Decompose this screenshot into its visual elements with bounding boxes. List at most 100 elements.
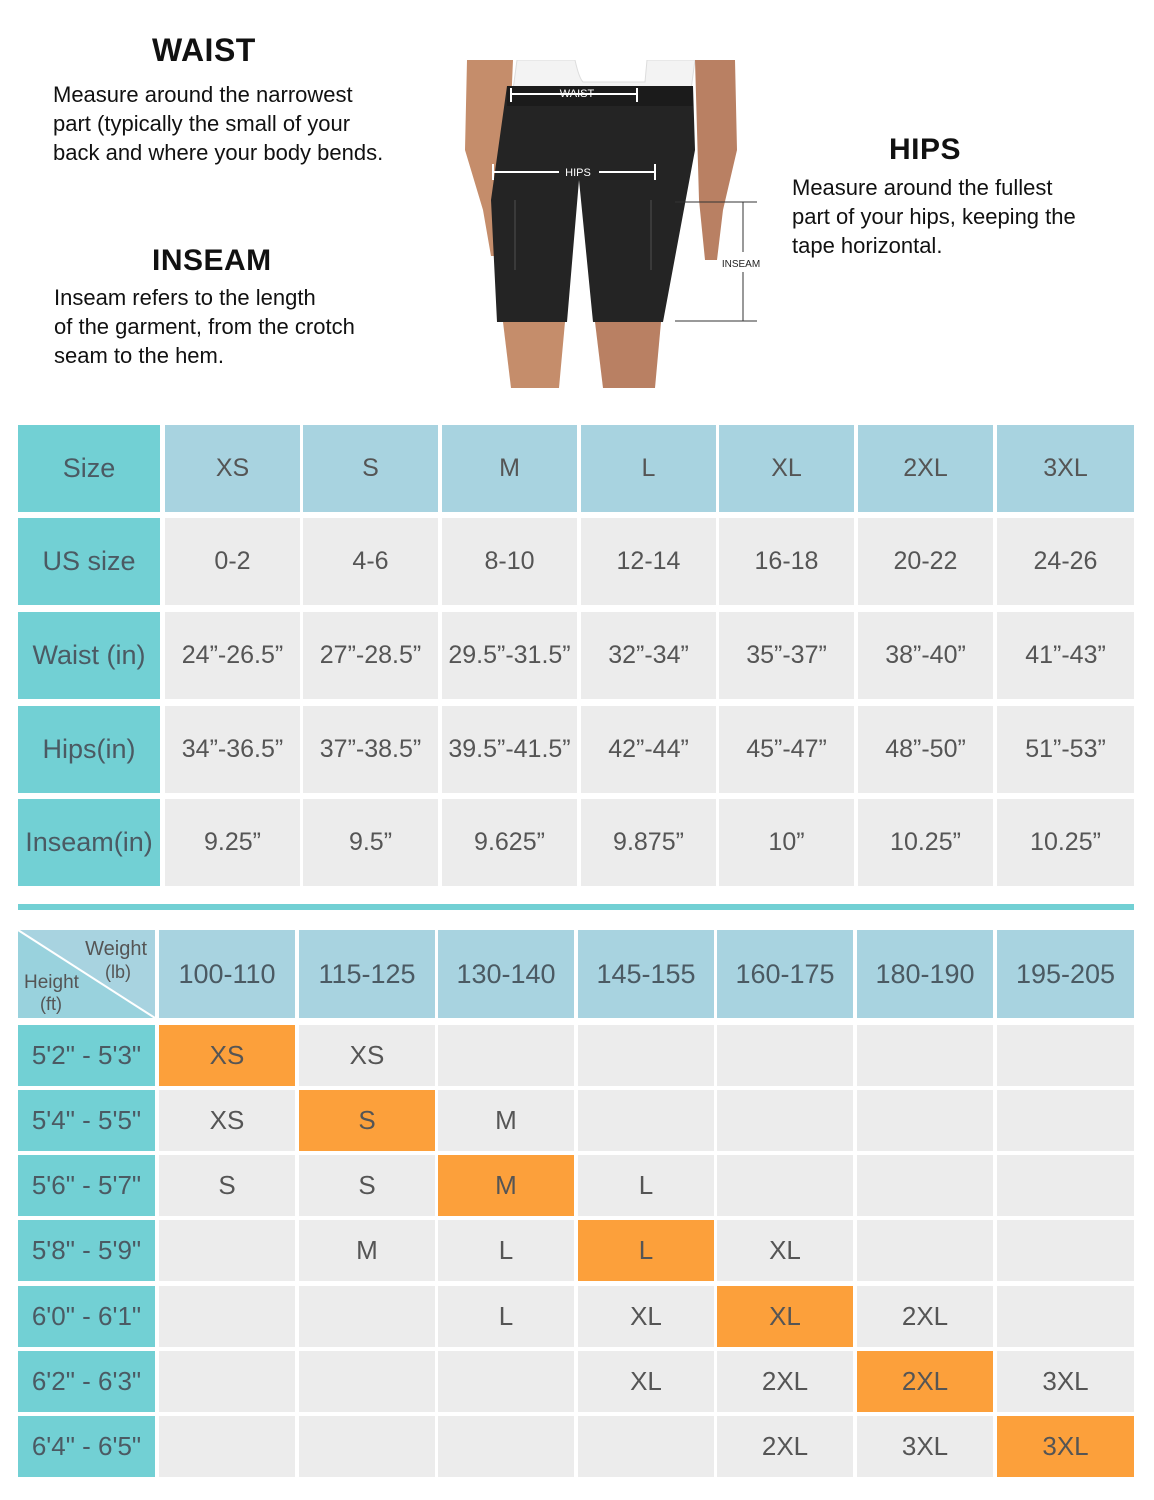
waist-description: Measure around the narrowest part (typic… <box>53 80 383 167</box>
corner-height-label: Height <box>24 972 79 993</box>
size-cell <box>857 1220 993 1281</box>
size-cell: 2XL <box>717 1416 853 1477</box>
recommended-size-cell: L <box>578 1220 714 1281</box>
table-cell: 9.5” <box>303 799 438 886</box>
inseam-description: Inseam refers to the length of the garme… <box>54 283 355 370</box>
hips-description-line: part of your hips, keeping the <box>792 204 1076 229</box>
table-cell: 10.25” <box>858 799 993 886</box>
hips-row: Hips(in) 34”-36.5” 37”-38.5” 39.5”-41.5”… <box>18 706 1134 793</box>
size-cell: 2XL <box>857 1286 993 1347</box>
table-cell: 9.25” <box>165 799 300 886</box>
hips-description-line: Measure around the fullest <box>792 175 1053 200</box>
size-cell <box>717 1155 853 1216</box>
height-label: 6'4" - 6'5" <box>18 1416 155 1477</box>
section-divider <box>18 904 1134 910</box>
size-cell <box>299 1416 435 1477</box>
size-cell: L <box>438 1286 574 1347</box>
table-cell: 10” <box>719 799 854 886</box>
table-cell: 8-10 <box>442 518 577 605</box>
table-cell: 45”-47” <box>719 706 854 793</box>
recommended-size-cell: 3XL <box>997 1416 1134 1477</box>
fit-table-row: 6'2" - 6'3" XL 2XL 2XL 3XL <box>18 1351 1134 1412</box>
height-label: 6'0" - 6'1" <box>18 1286 155 1347</box>
size-cell: S <box>299 1155 435 1216</box>
table-cell: 29.5”-31.5” <box>442 612 577 699</box>
table-cell: 37”-38.5” <box>303 706 438 793</box>
table-cell: 51”-53” <box>997 706 1134 793</box>
size-cell: XL <box>578 1286 714 1347</box>
weight-header-cell: 130-140 <box>438 930 574 1018</box>
size-cell: XS <box>299 1025 435 1086</box>
recommended-size-cell: XL <box>717 1286 853 1347</box>
fit-table-row: 6'4" - 6'5" 2XL 3XL 3XL <box>18 1416 1134 1477</box>
size-cell <box>578 1416 714 1477</box>
table-cell: 48”-50” <box>858 706 993 793</box>
size-header-cell: S <box>303 425 438 512</box>
corner-diagonal-icon <box>18 930 155 1018</box>
inseam-row: Inseam(in) 9.25” 9.5” 9.625” 9.875” 10” … <box>18 799 1134 886</box>
size-cell <box>299 1351 435 1412</box>
size-cell <box>997 1155 1134 1216</box>
recommended-size-cell: 2XL <box>857 1351 993 1412</box>
table-cell: 35”-37” <box>719 612 854 699</box>
size-header-cell: XL <box>719 425 854 512</box>
corner-height-unit: (ft) <box>40 994 62 1014</box>
size-cell <box>857 1090 993 1151</box>
recommended-size-cell: S <box>299 1090 435 1151</box>
size-cell: M <box>438 1090 574 1151</box>
recommended-size-cell: XS <box>159 1025 295 1086</box>
waist-heading: WAIST <box>152 32 256 68</box>
size-cell <box>857 1155 993 1216</box>
weight-header-cell: 145-155 <box>578 930 714 1018</box>
size-cell <box>997 1286 1134 1347</box>
row-label: Inseam(in) <box>18 799 160 886</box>
size-cell: XS <box>159 1090 295 1151</box>
height-label: 6'2" - 6'3" <box>18 1351 155 1412</box>
table-cell: 24-26 <box>997 518 1134 605</box>
fit-table-row: 6'0" - 6'1" L XL XL 2XL <box>18 1286 1134 1347</box>
inseam-description-line: of the garment, from the crotch <box>54 314 355 339</box>
row-label: US size <box>18 518 160 605</box>
shorts-measurement-figure: WAIST HIPS INSEAM <box>455 59 785 392</box>
size-cell <box>159 1416 295 1477</box>
size-cell: 2XL <box>717 1351 853 1412</box>
us-size-row: US size 0-2 4-6 8-10 12-14 16-18 20-22 2… <box>18 518 1134 605</box>
row-label: Waist (in) <box>18 612 160 699</box>
table-cell: 16-18 <box>719 518 854 605</box>
waist-description-line: back and where your body bends. <box>53 140 384 165</box>
weight-header-cell: 100-110 <box>159 930 295 1018</box>
size-cell: M <box>299 1220 435 1281</box>
table-cell: 27”-28.5” <box>303 612 438 699</box>
recommended-size-cell: M <box>438 1155 574 1216</box>
table-cell: 0-2 <box>165 518 300 605</box>
size-cell: XL <box>717 1220 853 1281</box>
figure-waist-label: WAIST <box>560 88 595 100</box>
corner-weight-unit: (lb) <box>105 962 131 982</box>
waist-description-line: Measure around the narrowest <box>53 82 353 107</box>
table-cell: 34”-36.5” <box>165 706 300 793</box>
size-cell <box>159 1220 295 1281</box>
table-cell: 41”-43” <box>997 612 1134 699</box>
table-cell: 42”-44” <box>581 706 716 793</box>
fit-table-row: 5'2" - 5'3" XS XS <box>18 1025 1134 1086</box>
weight-header-cell: 180-190 <box>857 930 993 1018</box>
size-header-cell: 3XL <box>997 425 1134 512</box>
weight-header-cell: 160-175 <box>717 930 853 1018</box>
figure-hips-label: HIPS <box>565 167 591 179</box>
size-cell <box>578 1025 714 1086</box>
size-cell <box>997 1090 1134 1151</box>
figure-inseam-label: INSEAM <box>722 259 760 270</box>
size-cell: 3XL <box>857 1416 993 1477</box>
size-header-cell: L <box>581 425 716 512</box>
size-cell <box>997 1025 1134 1086</box>
size-cell <box>438 1416 574 1477</box>
row-label: Hips(in) <box>18 706 160 793</box>
height-label: 5'6" - 5'7" <box>18 1155 155 1216</box>
table-cell: 39.5”-41.5” <box>442 706 577 793</box>
size-cell <box>857 1025 993 1086</box>
size-cell: XL <box>578 1351 714 1412</box>
table-cell: 10.25” <box>997 799 1134 886</box>
size-cell <box>438 1025 574 1086</box>
table-cell: 24”-26.5” <box>165 612 300 699</box>
inseam-description-line: Inseam refers to the length <box>54 285 316 310</box>
